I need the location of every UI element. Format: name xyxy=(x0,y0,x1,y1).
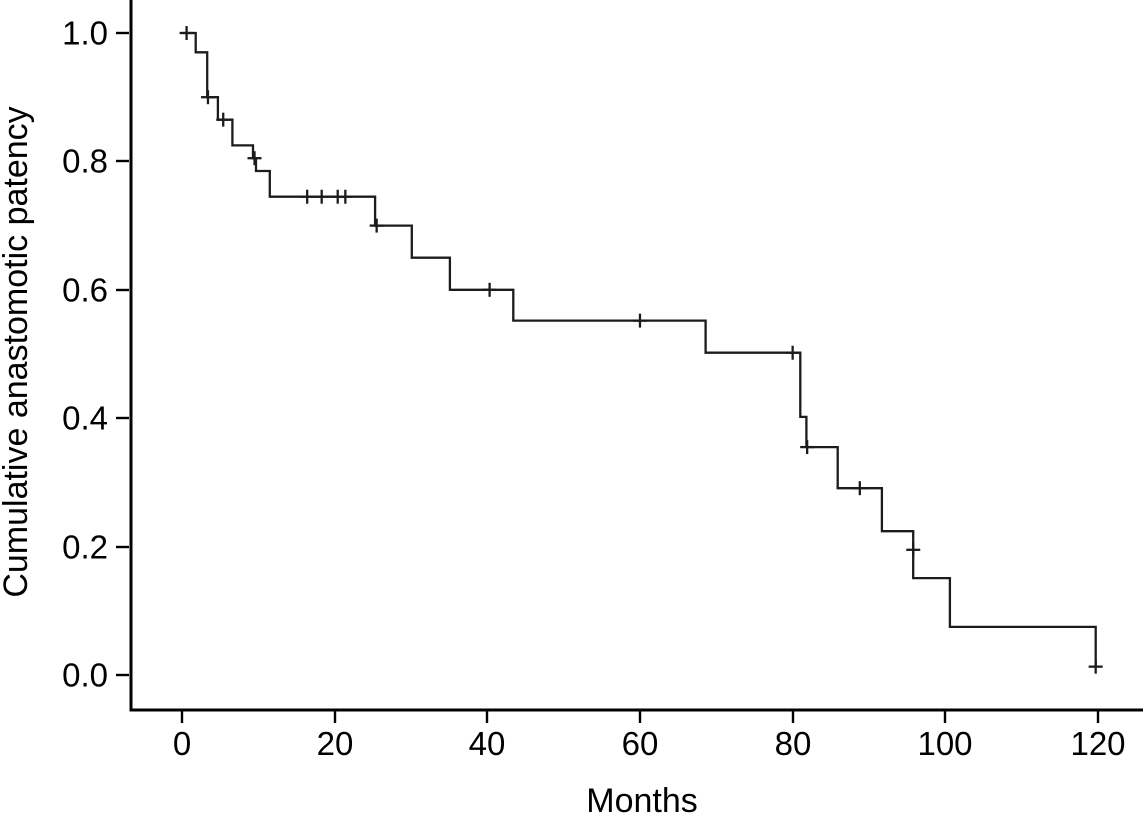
y-axis-title: Cumulative anastomotic patency xyxy=(0,106,35,597)
censor-plus-mark xyxy=(482,282,497,297)
censor-plus-mark xyxy=(216,112,231,127)
censor-plus-mark xyxy=(1088,659,1103,674)
censor-plus-mark xyxy=(852,481,867,496)
censor-plus-mark xyxy=(300,189,315,204)
censor-plus-mark xyxy=(314,189,329,204)
x-tick-label: 20 xyxy=(317,725,354,762)
censor-plus-mark xyxy=(369,218,384,233)
censor-plus-mark xyxy=(338,189,353,204)
censor-plus-mark xyxy=(906,542,921,557)
x-tick-label: 100 xyxy=(917,725,972,762)
km-step-line xyxy=(182,31,1097,667)
y-tick-label: 0.4 xyxy=(62,400,108,437)
censor-plus-mark xyxy=(800,440,815,455)
x-tick-label: 80 xyxy=(775,725,812,762)
survival-curve xyxy=(179,26,1103,674)
x-tick-label: 60 xyxy=(622,725,659,762)
x-axis-title: Months xyxy=(586,782,698,820)
x-tick-label: 120 xyxy=(1070,725,1125,762)
y-tick-label: 0.6 xyxy=(62,272,108,309)
censor-plus-mark xyxy=(179,26,194,40)
y-tick-label: 0.0 xyxy=(62,657,108,694)
y-tick-label: 1.0 xyxy=(62,15,108,52)
y-tick-label: 0.8 xyxy=(62,143,108,180)
censor-plus-mark xyxy=(247,151,262,166)
x-tick-label: 0 xyxy=(173,725,191,762)
censor-plus-mark xyxy=(785,345,800,360)
y-tick-label: 0.2 xyxy=(62,529,108,566)
censor-plus-mark xyxy=(200,90,215,105)
x-axis-ticks: 0 20 40 60 80 100 120 xyxy=(173,711,1126,762)
x-tick-label: 40 xyxy=(469,725,506,762)
y-axis-ticks: 1.0 0.8 0.6 0.4 0.2 0.0 xyxy=(62,15,129,694)
censor-plus-mark xyxy=(632,313,647,328)
